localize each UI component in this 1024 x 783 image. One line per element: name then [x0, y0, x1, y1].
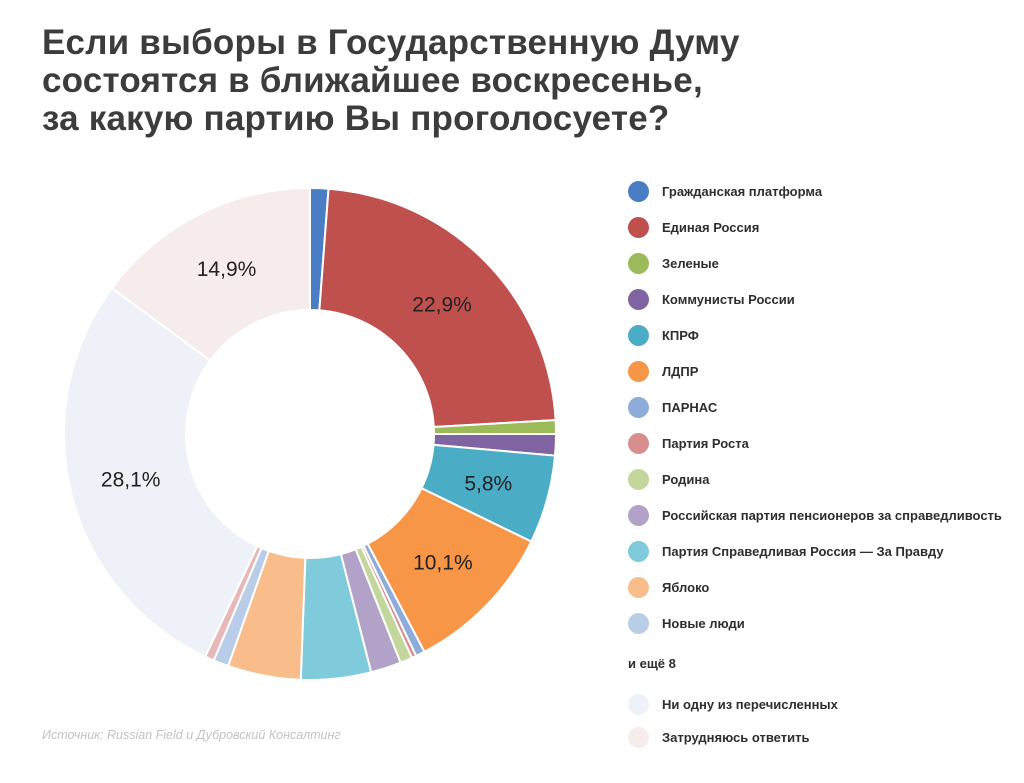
legend-label: Яблоко — [662, 580, 710, 595]
legend-item-11: Яблоко — [626, 576, 1016, 600]
slice-label-15: 14,9% — [197, 258, 257, 281]
legend-label: Затрудняюсь ответить — [662, 730, 810, 745]
slice-label-1: 22,9% — [412, 293, 472, 316]
legend-swatch — [628, 253, 649, 274]
legend-swatch — [628, 289, 649, 310]
legend-swatch — [628, 727, 649, 748]
legend-item-0: Гражданская платформа — [626, 180, 1016, 204]
legend-swatch — [628, 694, 649, 715]
legend-item-10: Партия Справедливая Россия — За Правду — [626, 540, 1016, 564]
legend-item-7: Партия Роста — [626, 432, 1016, 456]
title-line-3: за какую партию Вы проголосуете? — [42, 99, 670, 138]
legend-swatch — [628, 469, 649, 490]
legend-item-12: Новые люди — [626, 612, 1016, 636]
legend-swatch — [628, 541, 649, 562]
legend-item-extra-1: Затрудняюсь ответить — [626, 726, 1016, 750]
legend-label: Новые люди — [662, 616, 745, 631]
legend-item-extra-0: Ни одну из перечисленных — [626, 693, 1016, 717]
legend-swatch — [628, 325, 649, 346]
legend-swatch — [628, 181, 649, 202]
slice-label-4: 5,8% — [464, 472, 512, 495]
legend-label: Гражданская платформа — [662, 184, 823, 199]
slice-label-14: 28,1% — [101, 468, 161, 491]
legend-swatch — [628, 505, 649, 526]
legend-label: Родина — [662, 472, 710, 487]
legend-item-1: Единая Россия — [626, 216, 1016, 240]
slice-1 — [318, 187, 557, 429]
chart-title: Если выборы в Государственную Думу состо… — [42, 24, 802, 138]
legend-label: Партия Справедливая Россия — За Правду — [662, 544, 944, 559]
legend-more: и ещё 8 — [628, 656, 676, 671]
legend-swatch — [628, 397, 649, 418]
legend-label: КПРФ — [662, 328, 699, 343]
slice-15 — [110, 186, 311, 362]
legend-label: Единая Россия — [662, 220, 760, 235]
legend-item-5: ЛДПР — [626, 360, 1016, 384]
legend-item-3: Коммунисты России — [626, 288, 1016, 312]
slice-14 — [63, 286, 259, 658]
legend-swatch — [628, 577, 649, 598]
legend-label: ПАРНАС — [662, 400, 718, 415]
legend-item-8: Родина — [626, 468, 1016, 492]
legend-swatch — [628, 433, 649, 454]
legend-swatch — [628, 613, 649, 634]
legend-label: Ни одну из перечисленных — [662, 697, 838, 712]
legend-item-2: Зеленые — [626, 252, 1016, 276]
legend-item-6: ПАРНАС — [626, 396, 1016, 420]
legend-label: Зеленые — [662, 256, 719, 271]
donut-chart: 22,9% 5,8% 10,1% 28,1% 14,9% — [63, 186, 558, 681]
legend-item-9: Российская партия пенсионеров за справед… — [626, 504, 1016, 528]
source-note: Источник: Russian Field и Дубровский Кон… — [42, 728, 341, 742]
legend-label: ЛДПР — [662, 364, 699, 379]
legend-label: Партия Роста — [662, 436, 749, 451]
slice-label-5: 10,1% — [413, 552, 473, 575]
legend-swatch — [628, 361, 649, 382]
legend-label: Коммунисты России — [662, 292, 795, 307]
legend-label: Российская партия пенсионеров за справед… — [662, 508, 1002, 523]
legend-swatch — [628, 217, 649, 238]
legend-item-4: КПРФ — [626, 324, 1016, 348]
title-line-1: Если выборы в Государственную Думу — [42, 23, 740, 62]
title-line-2: состоятся в ближайшее воскресенье, — [42, 61, 703, 100]
